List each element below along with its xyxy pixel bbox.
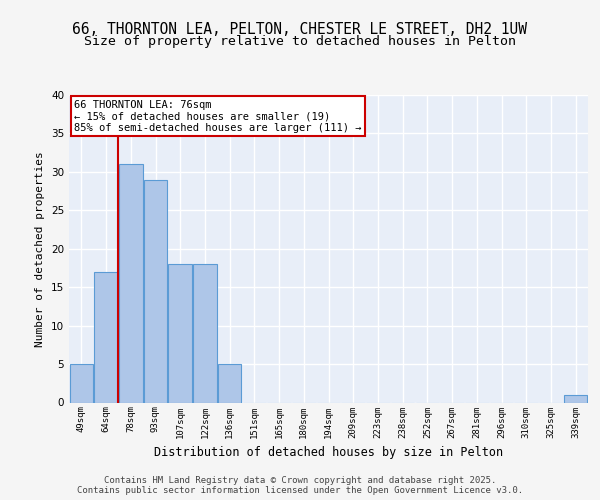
Bar (218, 364, 241, 403)
Text: Contains HM Land Registry data © Crown copyright and database right 2025.
Contai: Contains HM Land Registry data © Crown c… (77, 476, 523, 495)
Y-axis label: Number of detached properties: Number of detached properties (35, 151, 46, 346)
Bar (193, 264, 217, 402)
Bar (94, 272, 118, 402)
Bar (169, 264, 192, 402)
Text: Size of property relative to detached houses in Pelton: Size of property relative to detached ho… (84, 35, 516, 48)
Bar (564, 395, 587, 402)
Bar (144, 180, 167, 402)
X-axis label: Distribution of detached houses by size in Pelton: Distribution of detached houses by size … (154, 446, 503, 459)
Bar (70, 364, 93, 403)
Bar (119, 164, 143, 402)
Text: 66 THORNTON LEA: 76sqm
← 15% of detached houses are smaller (19)
85% of semi-det: 66 THORNTON LEA: 76sqm ← 15% of detached… (74, 100, 362, 133)
Text: 66, THORNTON LEA, PELTON, CHESTER LE STREET, DH2 1UW: 66, THORNTON LEA, PELTON, CHESTER LE STR… (73, 22, 527, 38)
